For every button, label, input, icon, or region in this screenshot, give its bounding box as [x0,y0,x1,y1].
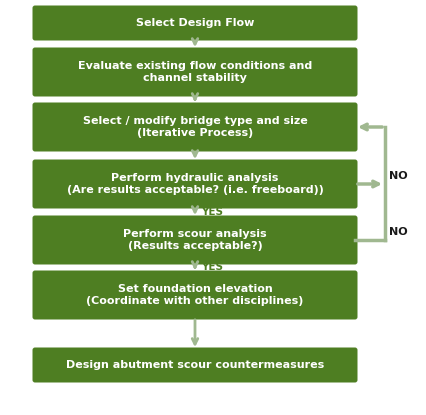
Text: YES: YES [201,207,223,217]
Text: (Are results acceptable? (i.e. freeboard)): (Are results acceptable? (i.e. freeboard… [66,185,323,195]
FancyBboxPatch shape [32,271,357,320]
Text: (Coordinate with other disciplines): (Coordinate with other disciplines) [86,296,304,306]
Text: Select / modify bridge type and size: Select / modify bridge type and size [83,116,308,126]
Text: Design abutment scour countermeasures: Design abutment scour countermeasures [66,360,324,370]
Text: NO: NO [389,227,408,237]
Text: Set foundation elevation: Set foundation elevation [118,284,272,294]
FancyBboxPatch shape [32,215,357,264]
Text: Perform scour analysis: Perform scour analysis [123,229,267,239]
Text: (Iterative Process): (Iterative Process) [137,128,253,138]
FancyBboxPatch shape [32,159,357,208]
Text: NO: NO [389,171,408,181]
Text: (Results acceptable?): (Results acceptable?) [128,241,262,251]
FancyBboxPatch shape [32,103,357,151]
Text: Select Design Flow: Select Design Flow [136,18,254,28]
Text: YES: YES [201,263,223,273]
FancyBboxPatch shape [32,5,357,41]
FancyBboxPatch shape [32,47,357,97]
FancyBboxPatch shape [32,347,357,383]
Text: Perform hydraulic analysis: Perform hydraulic analysis [111,173,279,183]
Text: Evaluate existing flow conditions and: Evaluate existing flow conditions and [78,61,312,71]
Text: channel stability: channel stability [143,73,247,83]
